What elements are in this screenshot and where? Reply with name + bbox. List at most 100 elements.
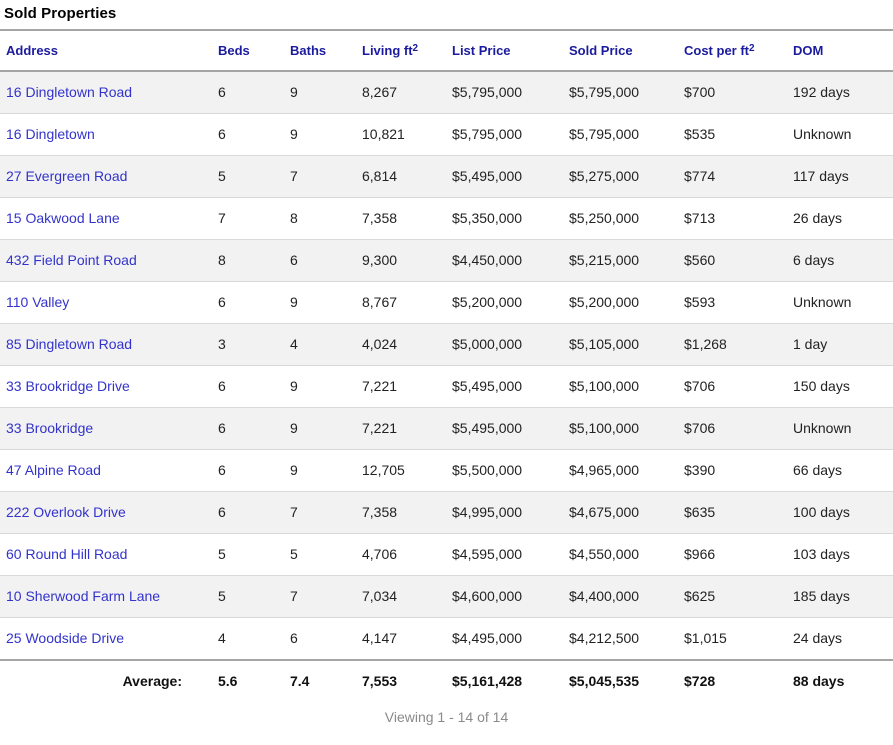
sold-price-cell: $5,100,000: [563, 407, 678, 450]
baths-cell: 7: [284, 155, 356, 198]
col-header-beds[interactable]: Beds: [218, 43, 250, 58]
list-price-cell: $4,995,000: [446, 491, 563, 534]
living-ft-cell: 7,221: [356, 407, 446, 450]
dom-cell: 117 days: [787, 155, 893, 198]
address-link[interactable]: 47 Alpine Road: [0, 449, 212, 492]
living-ft-cell: 4,147: [362, 630, 398, 646]
list-price-cell: $4,450,000: [446, 239, 563, 282]
cost-per-ft-cell: $700: [678, 71, 787, 114]
col-header-dom[interactable]: DOM: [793, 43, 824, 58]
address-link[interactable]: 15 Oakwood Lane: [0, 197, 212, 240]
address-link[interactable]: 33 Brookridge: [0, 407, 212, 450]
cost-per-ft-cell: $1,268: [678, 323, 787, 366]
baths-cell: 6: [284, 239, 356, 282]
list-price-cell: $4,595,000: [446, 533, 563, 576]
table-row: 110 Valley 6 9 8,767 $5,200,000 $5,200,000 $59…: [0, 281, 893, 324]
col-header-baths[interactable]: Baths: [290, 43, 327, 58]
sold-properties-page: Sold Properties Address Beds Baths Livin…: [0, 5, 893, 725]
beds-cell: 3: [212, 323, 284, 366]
address-link[interactable]: 33 Brookridge Drive: [0, 365, 212, 408]
address-link[interactable]: 85 Dingletown Road: [0, 323, 212, 366]
baths-cell: 5: [284, 533, 356, 576]
table-row: 33 Brookridge 6 9 7,221 $5,495,000 $5,100,000…: [0, 407, 893, 450]
living-ft-cell: 8,267: [356, 71, 446, 114]
beds-cell: 6: [212, 491, 284, 534]
sold-properties-table: Address Beds Baths Living ft2 List Price…: [0, 29, 893, 702]
sold-price-cell: $4,965,000: [563, 449, 678, 492]
col-header-cost-per-ft[interactable]: Cost per ft2: [678, 30, 787, 71]
living-ft-cell: 7,034: [356, 575, 446, 618]
list-price-cell: $5,495,000: [446, 155, 563, 198]
address-link[interactable]: 27 Evergreen Road: [0, 155, 212, 198]
address-link[interactable]: 25 Woodside Drive: [6, 630, 125, 646]
dom-cell: 1 day: [787, 323, 893, 366]
baths-cell: 6: [290, 630, 298, 646]
average-sold-price: $5,045,535: [569, 673, 640, 689]
living-ft-cell: 9,300: [356, 239, 446, 282]
living-ft-cell: 4,024: [356, 323, 446, 366]
cost-per-ft-cell: $706: [678, 407, 787, 450]
address-link[interactable]: 16 Dingletown: [0, 113, 212, 156]
average-dom: 88 days: [793, 673, 845, 689]
table-row: 60 Round Hill Road 5 5 4,706 $4,595,000 $4,55…: [0, 533, 893, 576]
cost-per-ft-cell: $625: [678, 575, 787, 618]
average-label: Average:: [122, 673, 182, 689]
col-header-living-ft-label: Living ft: [362, 43, 413, 58]
living-ft-cell: 7,358: [356, 197, 446, 240]
beds-cell: 6: [212, 281, 284, 324]
living-ft-cell: 8,767: [356, 281, 446, 324]
baths-cell: 9: [284, 449, 356, 492]
sold-price-cell: $5,215,000: [563, 239, 678, 282]
sold-price-cell: $5,100,000: [563, 365, 678, 408]
address-link[interactable]: 60 Round Hill Road: [0, 533, 212, 576]
col-header-living-ft[interactable]: Living ft2: [356, 30, 446, 71]
address-link[interactable]: 10 Sherwood Farm Lane: [0, 575, 212, 618]
beds-cell: 8: [212, 239, 284, 282]
dom-cell: 24 days: [793, 630, 843, 646]
dom-cell: 103 days: [787, 533, 893, 576]
dom-cell: Unknown: [787, 407, 893, 450]
col-header-sold-price[interactable]: Sold Price: [569, 43, 633, 58]
list-price-cell: $4,495,000: [452, 630, 523, 646]
sold-price-cell: $5,795,000: [563, 113, 678, 156]
living-ft-cell: 4,706: [356, 533, 446, 576]
beds-cell: 4: [218, 630, 226, 646]
baths-cell: 9: [284, 71, 356, 114]
col-header-list-price[interactable]: List Price: [452, 43, 511, 58]
average-cost-per-ft: $728: [684, 673, 716, 689]
dom-cell: Unknown: [787, 281, 893, 324]
list-price-cell: $5,350,000: [446, 197, 563, 240]
table-row: 47 Alpine Road 6 9 12,705 $5,500,000 $4,965,0…: [0, 449, 893, 492]
header-row: Address Beds Baths Living ft2 List Price…: [0, 30, 893, 71]
living-ft-cell: 7,221: [356, 365, 446, 408]
table-row: 15 Oakwood Lane 7 8 7,358 $5,350,000 $5,250,0…: [0, 197, 893, 240]
address-link[interactable]: 16 Dingletown Road: [0, 71, 212, 114]
living-ft-cell: 6,814: [356, 155, 446, 198]
baths-cell: 7: [284, 491, 356, 534]
sold-price-cell: $5,250,000: [563, 197, 678, 240]
average-row: Average: 5.6 7.4 7,553 $5,161,428 $5,045…: [0, 660, 893, 702]
average-beds: 5.6: [218, 673, 238, 689]
list-price-cell: $5,000,000: [446, 323, 563, 366]
average-list-price: $5,161,428: [452, 673, 523, 689]
cost-per-ft-cell: $966: [678, 533, 787, 576]
cost-per-ft-cell: $713: [678, 197, 787, 240]
sold-price-cell: $4,212,500: [569, 630, 640, 646]
address-link[interactable]: 222 Overlook Drive: [0, 491, 212, 534]
list-price-cell: $4,600,000: [446, 575, 563, 618]
beds-cell: 6: [212, 365, 284, 408]
cost-per-ft-cell: $635: [678, 491, 787, 534]
beds-cell: 5: [212, 155, 284, 198]
sold-price-cell: $5,795,000: [563, 71, 678, 114]
address-link[interactable]: 432 Field Point Road: [0, 239, 212, 282]
sold-price-cell: $4,675,000: [563, 491, 678, 534]
table-row: 10 Sherwood Farm Lane 5 7 7,034 $4,600,000 $4…: [0, 575, 893, 618]
beds-cell: 5: [212, 575, 284, 618]
dom-cell: 185 days: [787, 575, 893, 618]
table-row: 16 Dingletown Road 6 9 8,267 $5,795,000 $5,79…: [0, 71, 893, 114]
dom-cell: 100 days: [787, 491, 893, 534]
address-link[interactable]: 110 Valley: [0, 281, 212, 324]
baths-cell: 8: [284, 197, 356, 240]
col-header-address[interactable]: Address: [6, 43, 59, 58]
table-row: 25 Woodside Drive 4 6 4,147 $4,495,000 $4,212…: [0, 618, 893, 661]
